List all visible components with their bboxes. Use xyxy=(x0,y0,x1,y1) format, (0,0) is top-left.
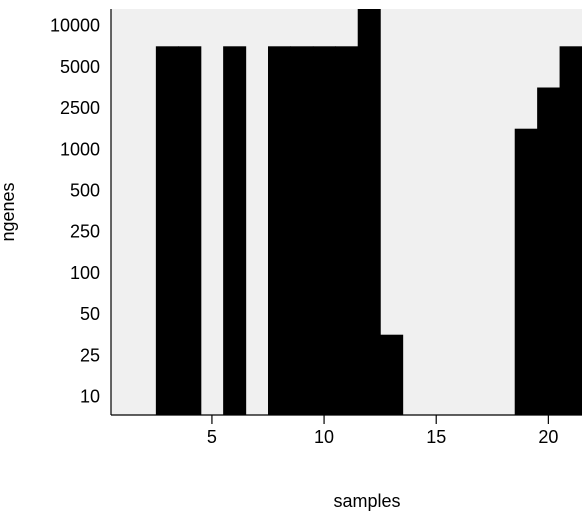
bar-sample-9 xyxy=(290,46,314,416)
bar-sample-3 xyxy=(155,46,179,416)
bar-sample-20 xyxy=(537,87,561,415)
x-axis-title: samples xyxy=(333,491,400,511)
y-tick-label: 1000 xyxy=(60,139,100,159)
bar-sample-12 xyxy=(357,9,381,415)
y-axis-title: ngenes xyxy=(0,182,18,241)
y-tick-label: 10000 xyxy=(50,16,100,36)
y-ticks-group: 10 25 50 100 250 500 1000 2500 5000 10000 xyxy=(50,16,100,407)
bar-sample-21 xyxy=(559,46,582,416)
x-tick-label: 10 xyxy=(314,427,334,447)
y-tick-label: 25 xyxy=(80,345,100,365)
y-tick-label: 250 xyxy=(70,222,100,242)
bar-sample-19 xyxy=(514,128,538,415)
y-tick-label: 5000 xyxy=(60,57,100,77)
y-tick-label: 500 xyxy=(70,181,100,201)
bars-group xyxy=(155,9,582,416)
y-tick-label: 2500 xyxy=(60,98,100,118)
bar-sample-10 xyxy=(312,46,336,416)
x-ticks-group: 5 10 15 20 xyxy=(207,415,558,447)
bar-sample-4 xyxy=(178,46,202,416)
bar-sample-8 xyxy=(268,46,292,416)
bar-sample-13 xyxy=(380,334,404,415)
x-tick-label: 15 xyxy=(426,427,446,447)
y-tick-label: 50 xyxy=(80,304,100,324)
x-tick-label: 5 xyxy=(207,427,217,447)
bar-sample-6 xyxy=(223,46,247,416)
bar-sample-11 xyxy=(335,46,359,416)
y-tick-label: 10 xyxy=(80,387,100,407)
x-tick-label: 20 xyxy=(538,427,558,447)
y-tick-label: 100 xyxy=(70,263,100,283)
